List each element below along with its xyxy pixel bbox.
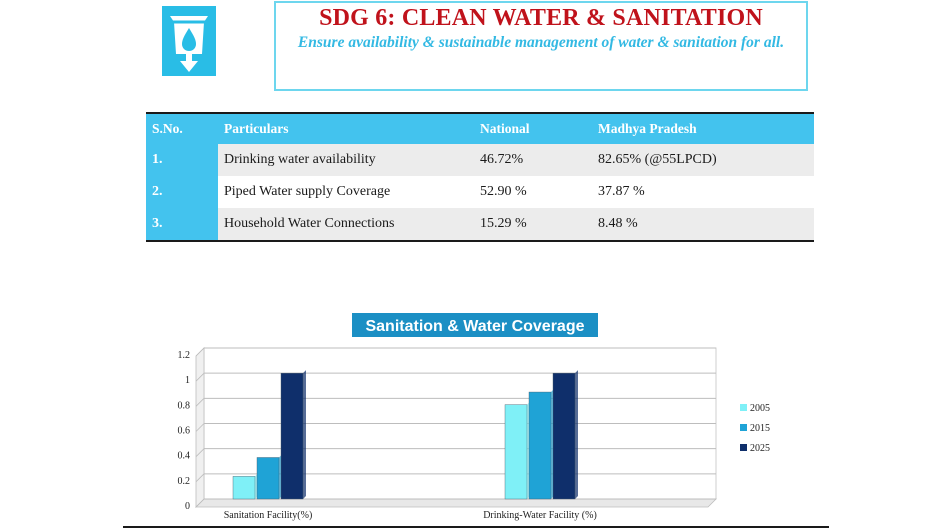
page-subtitle: Ensure availability & sustainable manage…: [297, 34, 785, 51]
y-tick-label: 1: [185, 375, 190, 386]
chart-title: Sanitation & Water Coverage: [365, 318, 584, 335]
row-national-value: 46.72%: [474, 144, 592, 176]
title-box: SDG 6: CLEAN WATER & SANITATION Ensure a…: [274, 1, 808, 91]
y-tick-label: 0.8: [178, 400, 191, 411]
legend-label: 2025: [750, 443, 770, 454]
x-category-label: Drinking-Water Facility (%): [483, 510, 597, 521]
x-category-label: Sanitation Facility(%): [224, 510, 313, 521]
indicator-table: S.No. Particulars National Madhya Prades…: [146, 112, 814, 242]
y-tick-label: 1.2: [178, 350, 191, 361]
sdg6-logo: [162, 6, 216, 76]
y-tick-label: 0.4: [178, 451, 191, 462]
y-tick-label: 0.2: [178, 476, 191, 487]
gridline-side: [195, 423, 205, 432]
bar: [552, 372, 576, 500]
chart-floor: [195, 498, 717, 508]
legend-swatch: [740, 444, 747, 451]
legend-label: 2005: [750, 403, 770, 414]
legend-label: 2015: [750, 423, 770, 434]
legend-swatch: [740, 404, 747, 411]
y-tick-label: 0: [185, 501, 190, 512]
row-sno: 3.: [146, 208, 218, 241]
column-header-particulars: Particulars: [218, 113, 474, 144]
gridline-side: [195, 473, 205, 483]
bar: [504, 404, 528, 500]
column-header-national: National: [474, 113, 592, 144]
gridline-side: [195, 448, 205, 457]
column-header-madhya-pradesh: Madhya Pradesh: [592, 113, 814, 144]
row-mp-value: 8.48 %: [592, 208, 814, 241]
table-row: 1. Drinking water availability 46.72% 82…: [146, 144, 814, 176]
row-national-value: 15.29 %: [474, 208, 592, 241]
row-sno: 2.: [146, 176, 218, 208]
chart-title-background: [352, 313, 598, 337]
column-header-sno: S.No.: [146, 113, 218, 144]
table-row: 3. Household Water Connections 15.29 % 8…: [146, 208, 814, 241]
y-tick-label: 0.6: [178, 426, 191, 437]
water-tap-drop-icon: [162, 6, 216, 76]
table-header-row: S.No. Particulars National Madhya Prades…: [146, 113, 814, 144]
row-particular: Household Water Connections: [218, 208, 474, 241]
gridline-side: [195, 347, 205, 357]
bar-side: [575, 370, 578, 499]
row-national-value: 52.90 %: [474, 176, 592, 208]
legend-swatch: [740, 424, 747, 431]
row-particular: Piped Water supply Coverage: [218, 176, 474, 208]
row-mp-value: 82.65% (@55LPCD): [592, 144, 814, 176]
gridline-side: [195, 398, 205, 407]
gridline-side: [195, 372, 205, 382]
row-sno: 1.: [146, 144, 218, 176]
bar: [232, 476, 256, 500]
bar-side: [303, 370, 306, 499]
row-particular: Drinking water availability: [218, 144, 474, 176]
bar: [280, 372, 304, 500]
page-title: SDG 6: CLEAN WATER & SANITATION: [319, 5, 763, 31]
bar: [256, 457, 280, 500]
row-mp-value: 37.87 %: [592, 176, 814, 208]
table-row: 2. Piped Water supply Coverage 52.90 % 3…: [146, 176, 814, 208]
bottom-divider: [123, 526, 829, 528]
bar: [528, 391, 552, 500]
gridline-side: [195, 498, 205, 508]
